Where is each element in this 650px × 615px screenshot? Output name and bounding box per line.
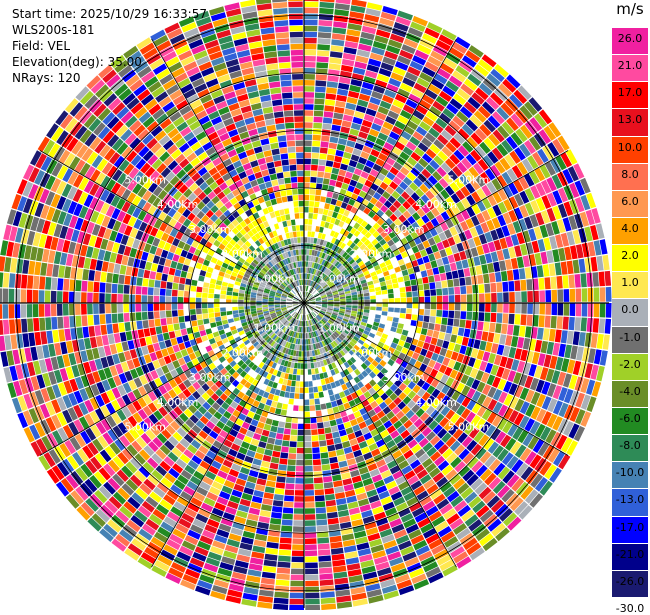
- colorbar-tick-label: 0.0: [621, 303, 639, 317]
- colorbar-tick-label: -4.0: [619, 384, 641, 398]
- colorbar-tick-label: 4.0: [621, 222, 639, 235]
- range-ring-label: 2.00km: [221, 346, 263, 359]
- colorbar-tick-label: -8.0: [619, 439, 641, 453]
- colorbar-cell: [612, 542, 648, 570]
- range-ring-label: 1.00km: [254, 322, 296, 335]
- nrays-label: NRays: 120: [12, 71, 81, 85]
- colorbar-tick-label: -2.0: [619, 357, 641, 371]
- azimuth-spoke: [303, 150, 569, 304]
- colorbar-tick-label: -6.0: [619, 412, 641, 425]
- velocity-gates: [9, 5, 612, 610]
- colorbar-cell: [612, 379, 648, 407]
- colorbar-tick-label: -1.0: [619, 330, 641, 344]
- range-ring-label: 4.00km: [415, 396, 457, 409]
- range-ring-label: 2.00km: [351, 248, 393, 261]
- azimuth-spoke: [303, 302, 569, 456]
- colorbar-cell: [612, 461, 648, 489]
- azimuth-spoke: [39, 302, 305, 456]
- range-ring-label: 1.00km: [318, 272, 360, 285]
- range-ring-label: 4.00km: [157, 198, 199, 211]
- colorbar-tick-label: 26.0: [617, 32, 643, 45]
- range-ring-label: 2.00km: [221, 248, 263, 261]
- colorbar-tick-label: 17.0: [617, 86, 643, 100]
- azimuth-spoke: [303, 302, 457, 568]
- colorbar-cell: [612, 217, 648, 245]
- colorbar-tick-label: 21.0: [617, 59, 643, 73]
- colorbar-cell: [612, 352, 648, 380]
- colorbar-cell: [612, 407, 648, 435]
- colorbar-cell: [612, 162, 648, 190]
- colorbar-tick-label: 8.0: [621, 167, 639, 181]
- range-ring-label: 5.00km: [448, 420, 490, 433]
- range-ring-label: 3.00km: [383, 223, 425, 236]
- range-ring-labels: 1.00km 1.00km 1.00km 1.00km 2.00km 2.00km 2.00…: [124, 174, 489, 434]
- colorbar-tick-label: -30.0: [615, 602, 645, 615]
- range-ring-label: 3.00km: [189, 223, 231, 236]
- elevation-label: Elevation(deg): 35.00: [12, 55, 142, 69]
- range-ring-label: 5.00km: [124, 174, 166, 187]
- colorbar-tick-label: -21.0: [615, 547, 645, 561]
- colorbar-cell: [612, 54, 648, 82]
- velocity-gates: [2, 7, 602, 595]
- velocity-gates: [18, 14, 605, 607]
- colorbar-cell: [612, 515, 648, 543]
- colorbar-tick-label: -26.0: [615, 574, 645, 588]
- colorbar-unit: m/s: [616, 0, 644, 18]
- range-ring-label: 4.00km: [157, 396, 199, 409]
- range-ring-label: 4.00km: [415, 198, 457, 211]
- colorbar-cell: [612, 189, 648, 217]
- colorbar-cell: [612, 488, 648, 516]
- azimuth-spoke: [151, 38, 305, 304]
- colorbar-tick-label: 6.0: [621, 194, 639, 208]
- colorbar-tick-label: 13.0: [617, 113, 643, 127]
- colorbar-cell: [612, 569, 648, 597]
- colorbar-tick-label: 2.0: [621, 249, 639, 263]
- colorbar-tick-label: -10.0: [615, 466, 645, 480]
- range-ring-label: 5.00km: [124, 420, 166, 433]
- radial-velocity-sweep: [0, 0, 612, 610]
- range-ring-label: 1.00km: [318, 322, 360, 335]
- start-time-label: Start time: 2025/10/29 16:33:57: [12, 7, 207, 21]
- range-ring-label: 3.00km: [189, 371, 231, 384]
- field-label: Field: VEL: [12, 39, 71, 53]
- colorbar: 26.0 21.0 17.0 13.0 10.0 8.0 6.0 4.0 2.0 1.0 0.0 -1…: [612, 27, 648, 615]
- velocity-gates: [6, 15, 605, 604]
- colorbar-cell: [612, 135, 648, 163]
- colorbar-cell: [612, 108, 648, 136]
- velocity-gates: [0, 2, 593, 592]
- colorbar-tick-label: 10.0: [617, 140, 643, 154]
- instrument-label: WLS200s-181: [12, 23, 95, 37]
- colorbar-cell: [612, 434, 648, 462]
- azimuth-spoke: [39, 150, 305, 304]
- colorbar-cell: [612, 27, 648, 55]
- colorbar-tick-label: -13.0: [615, 493, 645, 507]
- colorbar-cell: [612, 325, 648, 353]
- colorbar-tick-label: -17.0: [615, 520, 645, 534]
- colorbar-cell: [612, 81, 648, 109]
- azimuth-spoke: [151, 302, 305, 568]
- azimuth-spokes: [0, 0, 609, 608]
- colorbar-cell: [612, 271, 648, 299]
- colorbar-cell: [612, 244, 648, 272]
- range-ring-label: 2.00km: [351, 346, 393, 359]
- colorbar-tick-label: 1.0: [621, 276, 639, 290]
- range-ring-label: 1.00km: [254, 272, 296, 285]
- range-ring-label: 5.00km: [448, 174, 490, 187]
- azimuth-spoke: [303, 38, 457, 304]
- range-ring-label: 3.00km: [383, 371, 425, 384]
- colorbar-cell: [612, 298, 648, 326]
